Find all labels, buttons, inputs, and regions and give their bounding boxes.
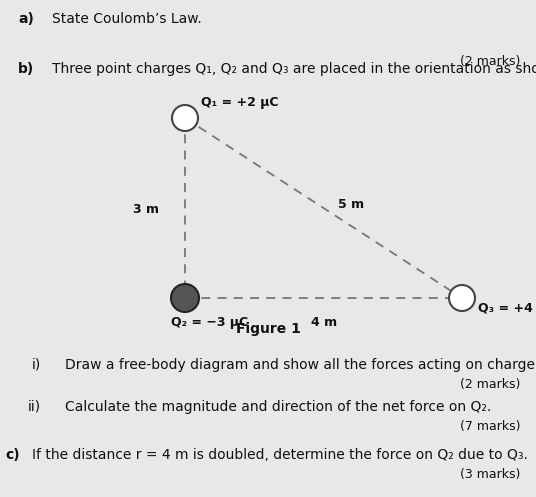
Text: (2 marks): (2 marks) (460, 378, 520, 391)
Text: Q₃ = +4 μC: Q₃ = +4 μC (478, 302, 536, 315)
Text: i): i) (32, 358, 41, 372)
Text: Three point charges Q₁, Q₂ and Q₃ are placed in the orientation as shown in Figu: Three point charges Q₁, Q₂ and Q₃ are pl… (52, 62, 536, 76)
Text: ii): ii) (28, 400, 41, 414)
Text: Figure 1: Figure 1 (235, 322, 301, 336)
Text: Calculate the magnitude and direction of the net force on Q₂.: Calculate the magnitude and direction of… (65, 400, 492, 414)
Text: 5 m: 5 m (338, 198, 364, 211)
Text: 3 m: 3 m (133, 203, 159, 216)
Circle shape (171, 284, 199, 312)
Text: b): b) (18, 62, 34, 76)
Circle shape (449, 285, 475, 311)
Text: (7 marks): (7 marks) (459, 420, 520, 433)
Text: (2 marks): (2 marks) (460, 55, 520, 68)
Circle shape (172, 105, 198, 131)
Text: State Coulomb’s Law.: State Coulomb’s Law. (52, 12, 202, 26)
Text: If the distance r = 4 m is doubled, determine the force on Q₂ due to Q₃.: If the distance r = 4 m is doubled, dete… (32, 448, 528, 462)
Text: Q₁ = +2 μC: Q₁ = +2 μC (201, 96, 279, 109)
Text: 4 m: 4 m (311, 316, 337, 329)
Text: Draw a free-body diagram and show all the forces acting on charge Q₂.: Draw a free-body diagram and show all th… (65, 358, 536, 372)
Text: (3 marks): (3 marks) (460, 468, 520, 481)
Text: a): a) (18, 12, 34, 26)
Text: c): c) (5, 448, 20, 462)
Text: Q₂ = −3 μC: Q₂ = −3 μC (171, 316, 248, 329)
